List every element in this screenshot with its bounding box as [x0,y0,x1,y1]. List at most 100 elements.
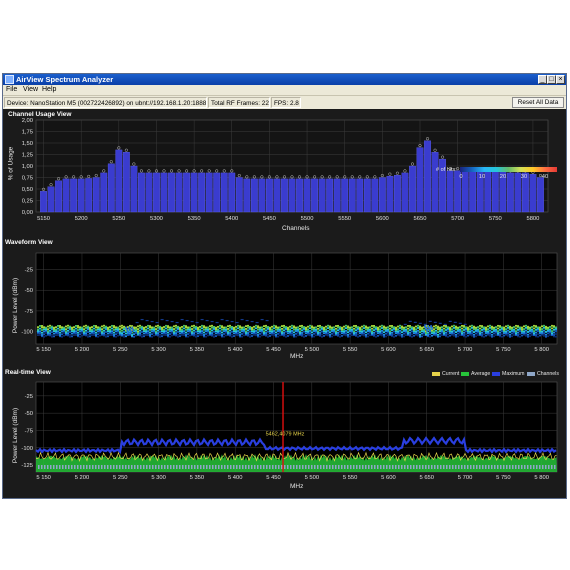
waveform-heat-cell [511,328,513,330]
usage-bar [213,172,221,213]
waveform-heat-cell [353,332,355,335]
menu-file[interactable]: File [6,86,18,93]
waveform-heat-cell [369,334,371,337]
channel-mark [368,465,370,469]
waveform-heat-cell [487,333,489,336]
waveform-heat-cell [251,330,253,333]
waveform-heat-cell [293,325,295,328]
waveform-heat-cell [145,331,147,333]
waveform-heat-cell [519,326,521,329]
channels-swatch [527,371,535,376]
waveform-heat-cell [549,326,551,328]
waveform-heat-cell [55,328,57,331]
channel-mark [86,465,88,469]
info-bar: Device: NanoStation M5 (002722426892) on… [3,96,566,109]
waveform-heat-cell [241,326,243,329]
waveform-heat-cell [113,326,115,329]
waveform-heat-cell [441,332,443,334]
waveform-heat-cell [467,329,469,332]
waveform-heat-cell [369,329,371,332]
waveform-heat-cell [65,330,67,333]
maximize-button[interactable]: □ [547,75,556,84]
waveform-heat-cell [365,333,367,336]
menu-help[interactable]: Help [42,86,57,93]
usage-data-point [388,172,392,176]
waveform-heat-cell [379,330,381,333]
waveform-heat-cell [481,326,483,329]
waveform-heat-cell [501,328,503,331]
usage-data-point [426,137,430,141]
waveform-heat-cell [123,325,125,328]
waveform-heat-cell [529,326,531,329]
waveform-heat-cell [357,335,359,338]
waveform-heat-cell [121,329,123,332]
waveform-heat-cell [395,326,397,329]
waveform-heat-cell [81,334,83,337]
waveform-heat-cell [145,330,147,332]
waveform-xtick-label: 5 750 [496,347,511,353]
menu-view[interactable]: View [23,86,39,93]
waveform-heat-cell [327,333,329,336]
title-bar[interactable]: AirView Spectrum Analyzer _ □ × [3,74,566,85]
waveform-heat-cell [283,329,285,332]
usage-bar [281,178,288,213]
waveform-heat-cell [291,324,293,327]
close-button[interactable]: × [556,75,565,84]
waveform-heat-cell [231,326,233,329]
waveform-heat-cell [283,326,285,329]
waveform-heat-cell [205,326,207,329]
waveform-heat-cell [227,325,229,328]
waveform-heat-cell [101,331,103,334]
device-info: Device: NanoStation M5 (002722426892) on… [4,97,207,108]
waveform-heat-cell [439,330,441,333]
channel-mark [203,465,205,469]
waveform-heat-cell [179,332,181,335]
waveform-heat-cell [207,329,209,332]
waveform-sparse-hit [458,322,462,324]
waveform-heat-cell [183,327,185,330]
waveform-heat-cell [249,328,251,331]
waveform-heat-cell [87,333,89,336]
channel-mark [53,465,55,469]
waveform-ytick-label: -100 [21,330,33,336]
usage-bar [47,186,55,213]
waveform-heat-cell [361,330,363,333]
waveform-heat-cell [411,328,413,331]
minimize-button[interactable]: _ [538,75,547,84]
channel-mark [299,465,301,469]
waveform-heat-cell [533,330,535,333]
waveform-heat-cell [261,329,263,332]
waveform-heat-cell [457,326,459,329]
channel-mark [218,465,220,469]
waveform-heat-cell [219,333,221,336]
waveform-heat-cell [145,334,147,336]
waveform-heat-cell [325,331,327,334]
waveform-heat-cell [419,333,421,336]
waveform-heat-cell [153,329,155,332]
realtime-xtick-label: 5 700 [458,475,473,481]
waveform-heat-cell [255,324,257,327]
realtime-xtick-label: 5 800 [534,475,549,481]
waveform-heat-cell [67,324,69,327]
usage-bar [183,172,190,213]
waveform-heat-cell [161,328,163,330]
usage-data-point [222,169,226,173]
waveform-heat-cell [141,333,143,336]
waveform-heat-cell [527,333,529,336]
waveform-heat-cell [393,328,395,331]
waveform-heat-cell [77,326,79,329]
channel-mark [308,465,310,469]
usage-xtick-label: 5300 [150,216,163,222]
waveform-heat-cell [241,328,243,331]
waveform-heat-cell [477,328,479,331]
waveform-heat-cell [527,335,529,338]
waveform-heat-cell [199,332,201,335]
waveform-heat-cell [201,332,203,335]
waveform-heat-cell [123,333,125,336]
waveform-heat-cell [411,333,413,336]
waveform-heat-cell [67,333,69,336]
usage-bar [138,172,145,213]
waveform-heat-cell [39,332,41,334]
reset-all-data-button[interactable]: Reset All Data [512,97,564,108]
waveform-heat-cell [553,334,555,336]
